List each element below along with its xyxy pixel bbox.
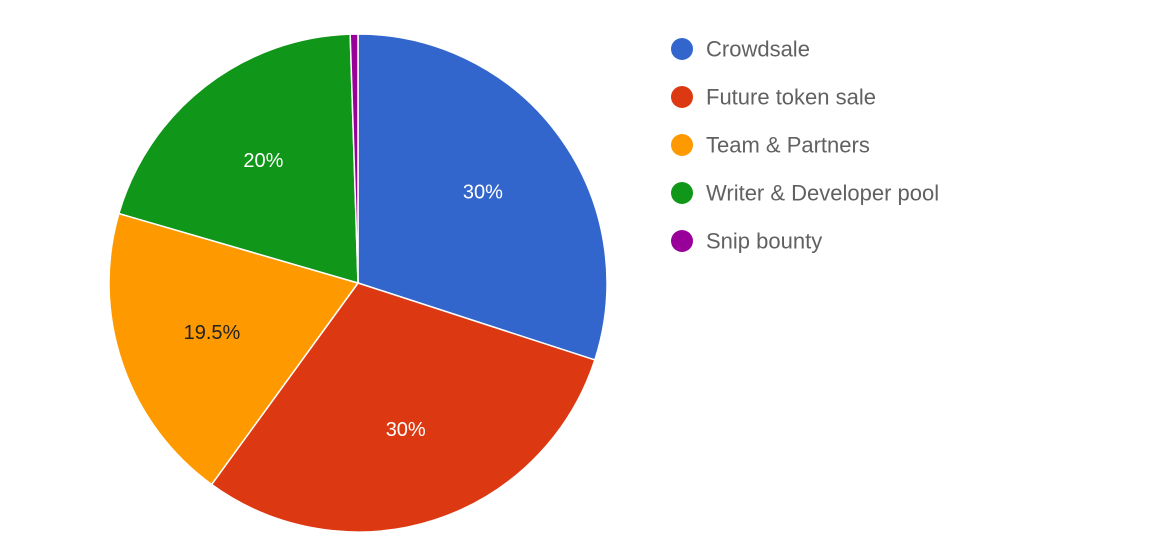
pie-slice-label-writer-and-developer-pool: 20%: [243, 150, 283, 172]
pie-slice-labels: 30% 30% 19.5% 20%: [184, 150, 504, 441]
pie-slices: [108, 33, 608, 533]
legend-label: Future token sale: [706, 85, 876, 110]
legend-swatch: [671, 230, 693, 252]
pie-slice-team-and-partners: [108, 212, 360, 486]
legend-item-writer-and-developer-pool: Writer & Developer pool: [671, 181, 939, 206]
legend: Crowdsale Future token sale Team & Partner…: [671, 37, 939, 254]
pie-slice-future-token-sale: [210, 282, 596, 533]
legend-swatch: [671, 182, 693, 204]
legend-item-crowdsale: Crowdsale: [671, 37, 810, 62]
legend-item-future-token-sale: Future token sale: [671, 85, 876, 110]
pie-slice-label-future-token-sale: 30%: [386, 419, 426, 441]
legend-label: Snip bounty: [706, 229, 822, 254]
legend-label: Team & Partners: [706, 133, 870, 158]
legend-swatch: [671, 86, 693, 108]
pie-slice-crowdsale: [357, 33, 608, 361]
legend-swatch: [671, 38, 693, 60]
legend-item-snip-bounty: Snip bounty: [671, 229, 822, 254]
legend-label: Writer & Developer pool: [706, 181, 939, 206]
legend-item-team-and-partners: Team & Partners: [671, 133, 870, 158]
legend-label: Crowdsale: [706, 37, 810, 62]
legend-swatch: [671, 134, 693, 156]
pie-slice-label-team-and-partners: 19.5%: [184, 322, 241, 344]
pie-slice-label-crowdsale: 30%: [463, 181, 503, 203]
pie-slice-writer-and-developer-pool: [117, 33, 359, 285]
pie-slice-snip-bounty: [349, 33, 359, 284]
